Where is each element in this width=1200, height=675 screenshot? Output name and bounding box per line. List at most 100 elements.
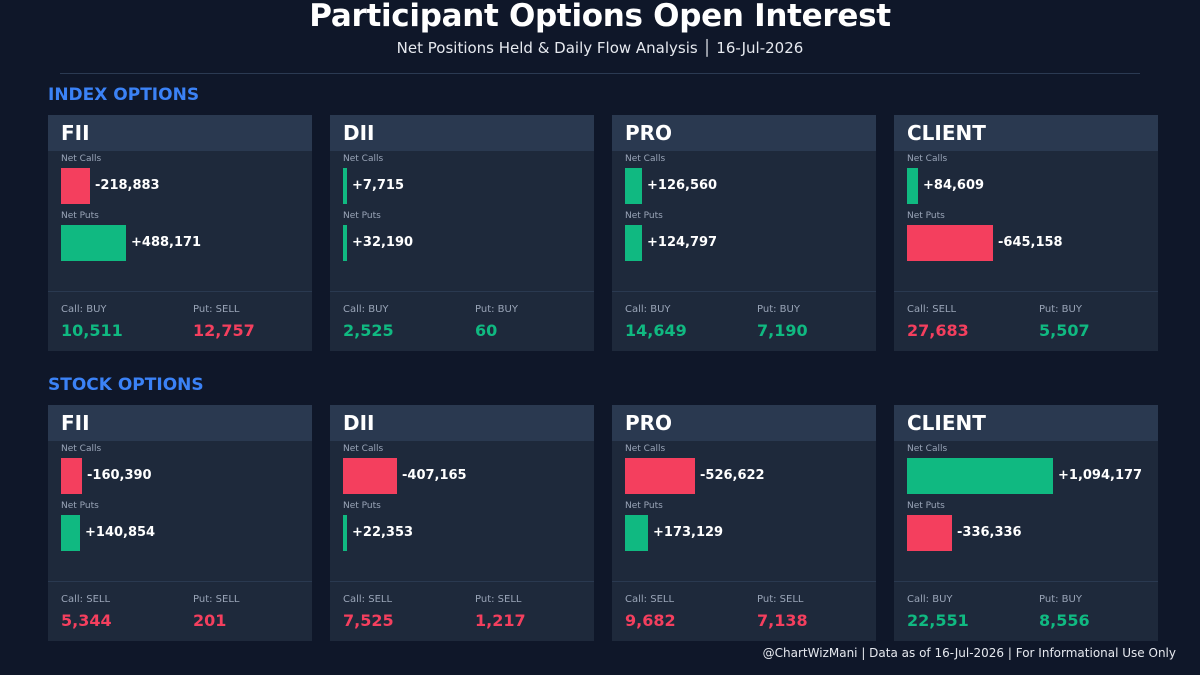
put-flow-value: 8,556 [1039, 611, 1090, 630]
participant-name: FII [61, 411, 90, 435]
put-flow-value: 7,190 [757, 321, 808, 340]
net-calls-bar [907, 168, 918, 204]
net-puts-value: +140,854 [85, 525, 156, 540]
call-flow-label: Call: SELL [625, 594, 675, 605]
participant-name: CLIENT [907, 411, 986, 435]
participant-card: FII Net Calls -218,883 Net Puts +488,171 Call… [48, 115, 312, 351]
participant-name: CLIENT [907, 121, 986, 145]
participant-name: FII [61, 121, 90, 145]
net-calls-label: Net Calls [625, 154, 666, 164]
net-puts-value: +173,129 [653, 525, 724, 540]
participant-name: DII [343, 121, 375, 145]
footer-note: @ChartWizMani | Data as of 16-Jul-2026 |… [762, 646, 1176, 660]
net-puts-value: +488,171 [131, 235, 202, 250]
card-divider [48, 581, 312, 582]
net-calls-value: -526,622 [700, 468, 765, 483]
card-header: FII [48, 115, 312, 151]
section-title: STOCK OPTIONS [48, 375, 204, 395]
net-puts-bar [343, 515, 347, 551]
participant-name: PRO [625, 411, 673, 435]
card-divider [612, 291, 876, 292]
net-calls-label: Net Calls [625, 444, 666, 454]
net-calls-value: -407,165 [402, 468, 467, 483]
net-puts-value: +32,190 [352, 235, 414, 250]
net-puts-value: -645,158 [998, 235, 1063, 250]
net-calls-value: +7,715 [352, 178, 405, 193]
participant-card: DII Net Calls -407,165 Net Puts +22,353 Call:… [330, 405, 594, 641]
net-puts-label: Net Puts [625, 501, 663, 511]
net-puts-bar [61, 225, 126, 261]
net-puts-label: Net Puts [343, 501, 381, 511]
net-puts-bar [625, 225, 642, 261]
put-flow-value: 1,217 [475, 611, 526, 630]
net-puts-label: Net Puts [61, 211, 99, 221]
net-calls-value: +126,560 [647, 178, 718, 193]
page-title: Participant Options Open Interest [309, 0, 891, 34]
card-divider [612, 581, 876, 582]
card-header: CLIENT [894, 405, 1158, 441]
net-puts-bar [907, 225, 993, 261]
call-flow-label: Call: SELL [343, 594, 393, 605]
put-flow-value: 7,138 [757, 611, 808, 630]
net-puts-bar [343, 225, 347, 261]
put-flow-label: Put: SELL [475, 594, 522, 605]
net-calls-bar [343, 458, 397, 494]
net-calls-bar [61, 168, 90, 204]
put-flow-label: Put: BUY [757, 304, 800, 315]
put-flow-value: 201 [193, 611, 227, 630]
call-flow-value: 27,683 [907, 321, 969, 340]
card-divider [330, 291, 594, 292]
participant-card: CLIENT Net Calls +1,094,177 Net Puts -336,33… [894, 405, 1158, 641]
net-puts-value: +22,353 [352, 525, 414, 540]
net-puts-label: Net Puts [907, 501, 945, 511]
net-calls-bar [61, 458, 82, 494]
call-flow-label: Call: BUY [907, 594, 953, 605]
call-flow-value: 9,682 [625, 611, 676, 630]
net-puts-label: Net Puts [343, 211, 381, 221]
net-calls-bar [343, 168, 347, 204]
call-flow-value: 2,525 [343, 321, 394, 340]
net-calls-bar [625, 168, 642, 204]
net-calls-label: Net Calls [907, 444, 948, 454]
card-header: DII [330, 405, 594, 441]
header-divider [60, 73, 1140, 74]
card-divider [894, 291, 1158, 292]
participant-card: CLIENT Net Calls +84,609 Net Puts -645,158 Ca… [894, 115, 1158, 351]
call-flow-label: Call: BUY [343, 304, 389, 315]
net-calls-value: +84,609 [923, 178, 985, 193]
participant-card: PRO Net Calls +126,560 Net Puts +124,797 Call… [612, 115, 876, 351]
net-calls-bar [625, 458, 695, 494]
put-flow-label: Put: SELL [193, 594, 240, 605]
net-puts-bar [907, 515, 952, 551]
card-header: CLIENT [894, 115, 1158, 151]
card-divider [330, 581, 594, 582]
net-calls-label: Net Calls [343, 444, 384, 454]
net-puts-value: -336,336 [957, 525, 1022, 540]
participant-card: DII Net Calls +7,715 Net Puts +32,190 Call: B… [330, 115, 594, 351]
page-subtitle: Net Positions Held & Daily Flow Analysis… [396, 39, 804, 57]
participant-name: PRO [625, 121, 673, 145]
put-flow-value: 60 [475, 321, 498, 340]
participant-card: FII Net Calls -160,390 Net Puts +140,854 Call… [48, 405, 312, 641]
card-header: PRO [612, 405, 876, 441]
section-title: INDEX OPTIONS [48, 85, 200, 105]
participant-name: DII [343, 411, 375, 435]
call-flow-label: Call: BUY [625, 304, 671, 315]
net-calls-value: -160,390 [87, 468, 152, 483]
call-flow-value: 5,344 [61, 611, 112, 630]
net-puts-bar [61, 515, 80, 551]
net-calls-label: Net Calls [907, 154, 948, 164]
call-flow-label: Call: SELL [61, 594, 111, 605]
participant-card: PRO Net Calls -526,622 Net Puts +173,129 Call… [612, 405, 876, 641]
net-calls-value: -218,883 [95, 178, 160, 193]
call-flow-value: 22,551 [907, 611, 969, 630]
net-calls-label: Net Calls [61, 154, 102, 164]
net-puts-label: Net Puts [907, 211, 945, 221]
put-flow-value: 5,507 [1039, 321, 1090, 340]
card-header: PRO [612, 115, 876, 151]
net-puts-value: +124,797 [647, 235, 718, 250]
net-calls-bar [907, 458, 1053, 494]
net-puts-bar [625, 515, 648, 551]
net-calls-value: +1,094,177 [1058, 468, 1143, 483]
net-calls-label: Net Calls [61, 444, 102, 454]
